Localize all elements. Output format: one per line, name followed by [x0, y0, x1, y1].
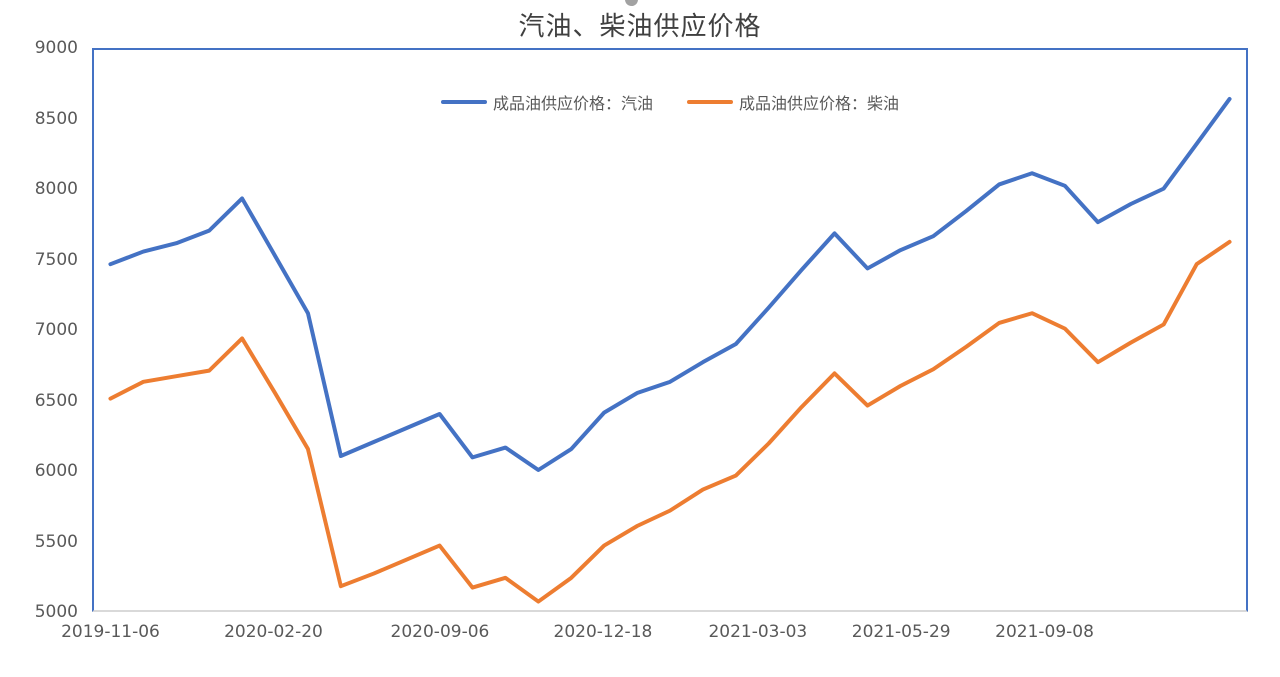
y-tick-label: 8500 — [34, 108, 78, 129]
x-tick-label: 2021-05-29 — [851, 622, 951, 642]
y-tick-label: 9000 — [34, 38, 78, 58]
chart-title: 汽油、柴油供应价格 — [518, 12, 762, 42]
y-tick-label: 8000 — [34, 179, 78, 199]
legend: 成品油供应价格：汽油 成品油供应价格：柴油 — [94, 90, 1246, 114]
series-line-gasoline — [108, 96, 1232, 472]
plot-area: 成品油供应价格：汽油 成品油供应价格：柴油 — [92, 48, 1248, 612]
y-tick-label: 7000 — [34, 320, 78, 340]
legend-item-gasoline: 成品油供应价格：汽油 — [440, 90, 653, 114]
y-tick-label: 6000 — [34, 461, 78, 481]
chart-canvas — [108, 96, 1232, 604]
diesel-line-swatch — [687, 100, 733, 104]
y-tick-label: 7500 — [34, 249, 78, 270]
x-tick-label: 2019-11-06 — [61, 622, 160, 642]
gasoline-line-swatch — [440, 100, 487, 104]
x-tick-label: 2020-02-20 — [224, 622, 323, 642]
x-tick-label: 2021-09-08 — [995, 622, 1094, 642]
x-tick-label: 2020-09-06 — [390, 622, 490, 642]
y-tick-label: 6500 — [34, 390, 78, 411]
diesel-legend-label: 成品油供应价格：柴油 — [739, 94, 900, 113]
y-tick-label: 5500 — [34, 531, 78, 552]
y-tick-label: 5000 — [34, 602, 78, 622]
gasoline-legend-label: 成品油供应价格：汽油 — [492, 94, 653, 113]
legend-item-diesel: 成品油供应价格：柴油 — [687, 90, 899, 114]
window-drag-handle — [625, 0, 638, 6]
series-line-diesel — [108, 239, 1232, 604]
x-tick-label: 2021-03-03 — [708, 622, 808, 642]
x-tick-label: 2020-12-18 — [553, 622, 653, 642]
